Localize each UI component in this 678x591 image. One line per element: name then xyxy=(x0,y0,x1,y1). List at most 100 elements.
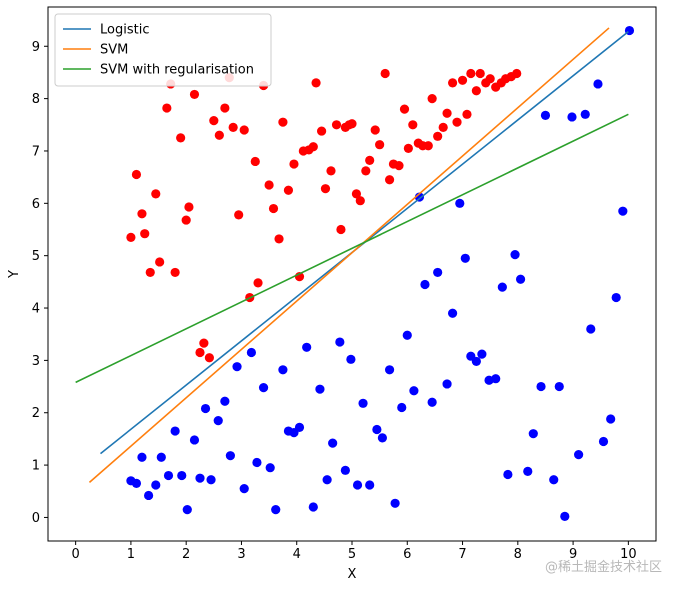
x-axis-ticks: 0 1 2 3 4 5 6 7 8 9 10 xyxy=(71,541,637,562)
scatter-point xyxy=(199,338,209,348)
scatter-point xyxy=(239,125,249,135)
watermark: @稀土掘金技术社区 xyxy=(545,559,662,575)
points-layer xyxy=(126,25,635,521)
scatter-point xyxy=(137,209,147,219)
scatter-point xyxy=(151,480,161,490)
scatter-point xyxy=(503,469,513,480)
scatter-point xyxy=(560,511,570,521)
scatter-point xyxy=(311,78,321,88)
scatter-point xyxy=(403,143,413,153)
scatter-point xyxy=(433,131,443,141)
scatter-point xyxy=(466,68,476,79)
scatter-point xyxy=(308,142,318,152)
scatter-point xyxy=(528,429,538,439)
scatter-point xyxy=(151,189,161,199)
scatter-point xyxy=(355,196,365,206)
scatter-point xyxy=(246,347,257,358)
lines-layer xyxy=(75,27,629,483)
y-tick-label: 3 xyxy=(32,354,40,369)
scatter-point xyxy=(265,463,275,473)
scatter-point xyxy=(195,347,205,358)
scatter-point xyxy=(351,189,362,199)
series-line xyxy=(75,113,629,384)
scatter-point xyxy=(549,475,559,485)
scatter-point xyxy=(213,415,223,426)
y-axis-label: Y xyxy=(7,270,22,279)
legend-label: Logistic xyxy=(100,23,149,38)
scatter-point xyxy=(162,103,172,113)
scatter-point xyxy=(195,473,205,483)
scatter-point xyxy=(455,198,465,208)
scatter-point xyxy=(315,384,325,394)
scatter-point xyxy=(515,274,526,284)
scatter-point xyxy=(189,89,200,100)
x-tick-label: 1 xyxy=(127,547,135,562)
scatter-point xyxy=(335,337,345,347)
scatter-point xyxy=(452,117,462,127)
scatter-point xyxy=(234,210,244,220)
scatter-point xyxy=(250,156,260,167)
scatter-point xyxy=(209,116,219,126)
scatter-point xyxy=(131,169,142,180)
y-axis-ticks: 0 1 2 3 4 5 6 7 8 9 xyxy=(32,40,48,526)
scatter-point xyxy=(540,110,551,120)
scatter-point xyxy=(271,504,281,515)
scatter-point xyxy=(278,365,288,375)
scatter-point xyxy=(317,126,327,136)
scatter-point xyxy=(427,397,437,407)
scatter-point xyxy=(384,175,395,185)
scatter-point xyxy=(204,353,214,363)
scatter-point xyxy=(491,374,501,384)
y-tick-label: 8 xyxy=(32,92,40,107)
scatter-point xyxy=(131,478,142,489)
scatter-point xyxy=(320,184,331,194)
x-tick-label: 5 xyxy=(348,547,356,562)
scatter-point xyxy=(176,133,186,143)
scatter-point xyxy=(365,155,375,165)
y-tick-label: 5 xyxy=(32,249,40,264)
scatter-point xyxy=(611,292,621,303)
scatter-point xyxy=(554,381,564,392)
x-tick-label: 4 xyxy=(293,547,301,562)
y-tick-label: 6 xyxy=(32,197,40,212)
scatter-point xyxy=(232,362,242,372)
scatter-point xyxy=(447,78,458,88)
scatter-point xyxy=(268,203,279,214)
scatter-point xyxy=(471,86,481,96)
scatter-point xyxy=(302,342,312,352)
x-tick-label: 2 xyxy=(182,547,190,562)
scatter-point xyxy=(137,452,147,462)
scatter-point xyxy=(399,104,410,114)
scatter-point xyxy=(447,308,458,318)
scatter-point xyxy=(331,120,342,130)
legend-label: SVM xyxy=(100,43,128,58)
scatter-point xyxy=(433,267,443,278)
scatter-point xyxy=(170,426,180,436)
scatter-point xyxy=(475,68,485,79)
scatter-point xyxy=(228,122,238,133)
scatter-point xyxy=(220,396,230,406)
scatter-point xyxy=(163,470,174,481)
scatter-point xyxy=(283,185,294,195)
scatter-point xyxy=(536,381,546,392)
x-tick-label: 9 xyxy=(569,547,577,562)
scatter-point xyxy=(510,250,520,260)
scatter-point xyxy=(182,504,192,515)
scatter-point xyxy=(394,161,404,171)
scatter-point xyxy=(206,475,216,485)
x-tick-label: 6 xyxy=(403,547,411,562)
scatter-point xyxy=(274,234,284,244)
scatter-point xyxy=(361,166,371,176)
scatter-point xyxy=(336,224,346,235)
scatter-point xyxy=(225,451,235,461)
scatter-point xyxy=(460,253,470,263)
scatter-point xyxy=(409,386,419,396)
scatter-point xyxy=(289,159,299,169)
scatter-point xyxy=(170,267,180,278)
scatter-point xyxy=(471,356,481,367)
scatter-point xyxy=(427,94,437,104)
y-tick-label: 0 xyxy=(32,511,40,526)
scatter-point xyxy=(253,278,263,288)
scatter-point xyxy=(377,433,387,443)
